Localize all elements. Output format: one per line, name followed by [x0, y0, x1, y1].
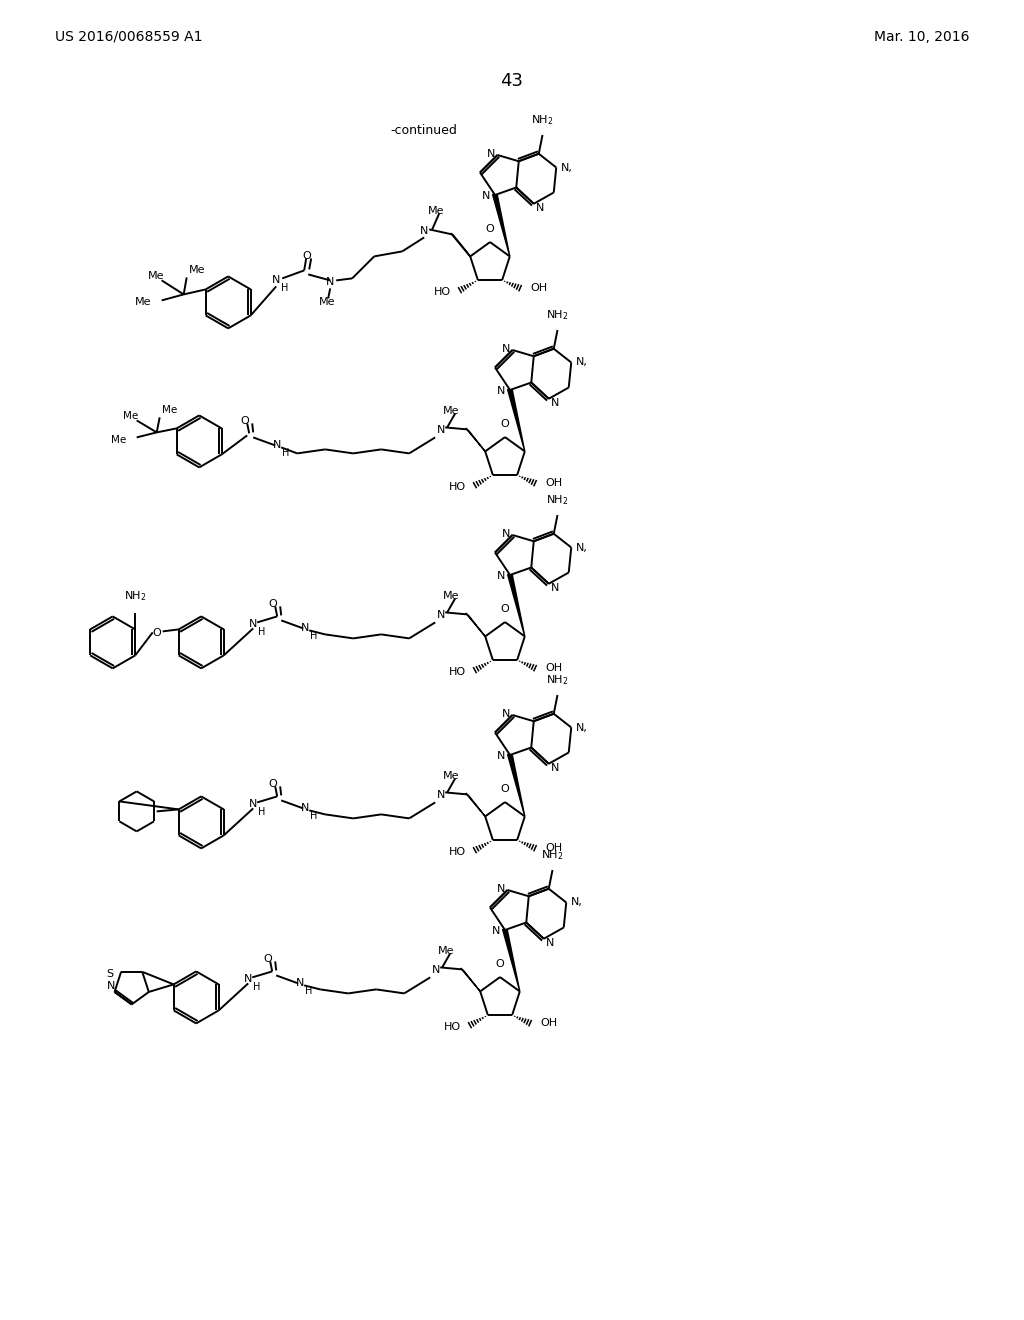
Text: NH$_2$: NH$_2$ — [546, 494, 568, 507]
Text: N: N — [551, 582, 559, 593]
Text: H: H — [309, 812, 316, 821]
Text: Me: Me — [112, 436, 127, 445]
Text: Me: Me — [123, 412, 138, 421]
Text: O: O — [496, 960, 505, 969]
Text: Me: Me — [442, 407, 459, 416]
Text: Me: Me — [135, 297, 152, 308]
Text: N: N — [326, 277, 335, 288]
Text: N: N — [301, 623, 309, 634]
Text: N: N — [497, 884, 506, 894]
Text: O: O — [485, 224, 495, 234]
Text: N: N — [502, 709, 511, 719]
Text: H: H — [304, 986, 312, 997]
Text: Mar. 10, 2016: Mar. 10, 2016 — [874, 30, 970, 44]
Polygon shape — [508, 389, 524, 451]
Polygon shape — [466, 612, 485, 636]
Text: N: N — [106, 981, 115, 991]
Text: OH: OH — [545, 663, 562, 673]
Text: HO: HO — [449, 847, 466, 857]
Text: S: S — [105, 969, 113, 979]
Text: NH$_2$: NH$_2$ — [124, 590, 146, 603]
Text: Me: Me — [188, 265, 205, 276]
Text: N,: N, — [577, 722, 588, 733]
Text: O: O — [269, 779, 278, 789]
Text: N: N — [502, 529, 511, 539]
Polygon shape — [508, 755, 524, 816]
Text: N: N — [481, 191, 490, 201]
Text: N: N — [273, 441, 282, 450]
Polygon shape — [508, 574, 524, 636]
Text: Me: Me — [147, 272, 164, 281]
Text: H: H — [309, 631, 316, 642]
Polygon shape — [466, 428, 485, 451]
Text: N: N — [502, 345, 511, 354]
Text: N: N — [249, 619, 257, 630]
Text: N: N — [420, 227, 428, 236]
Text: NH$_2$: NH$_2$ — [546, 673, 568, 686]
Text: Me: Me — [442, 591, 459, 602]
Text: NH$_2$: NH$_2$ — [546, 308, 568, 322]
Text: HO: HO — [449, 482, 466, 492]
Text: O: O — [153, 628, 161, 639]
Text: H: H — [257, 808, 265, 817]
Text: O: O — [241, 416, 250, 426]
Text: O: O — [501, 605, 509, 614]
Text: OH: OH — [540, 1018, 557, 1028]
Text: H: H — [282, 449, 289, 458]
Text: Me: Me — [162, 405, 177, 416]
Text: N: N — [301, 804, 309, 813]
Text: H: H — [253, 982, 260, 993]
Text: Me: Me — [437, 946, 455, 957]
Text: O: O — [501, 784, 509, 795]
Text: HO: HO — [443, 1022, 461, 1032]
Text: N: N — [551, 397, 559, 408]
Text: H: H — [281, 284, 288, 293]
Text: N,: N, — [577, 358, 588, 367]
Text: O: O — [269, 599, 278, 610]
Text: N: N — [272, 276, 281, 285]
Polygon shape — [466, 793, 485, 816]
Text: O: O — [264, 954, 272, 965]
Text: Me: Me — [318, 297, 336, 308]
Text: N,: N, — [561, 162, 573, 173]
Text: N: N — [487, 149, 496, 158]
Text: OH: OH — [545, 478, 562, 488]
Text: N: N — [432, 965, 440, 975]
Text: N: N — [437, 791, 445, 800]
Text: NH$_2$: NH$_2$ — [531, 114, 554, 127]
Text: N: N — [492, 927, 500, 936]
Text: -continued: -continued — [390, 124, 457, 136]
Text: OH: OH — [545, 843, 562, 853]
Text: N: N — [497, 572, 505, 581]
Text: N: N — [536, 203, 544, 213]
Text: N: N — [437, 610, 445, 620]
Text: N: N — [497, 751, 505, 762]
Polygon shape — [503, 929, 520, 991]
Text: N: N — [551, 763, 559, 772]
Text: O: O — [501, 420, 509, 429]
Text: N: N — [296, 978, 304, 989]
Text: US 2016/0068559 A1: US 2016/0068559 A1 — [55, 30, 203, 44]
Text: Me: Me — [428, 206, 444, 216]
Text: N: N — [546, 937, 554, 948]
Text: NH$_2$: NH$_2$ — [542, 849, 564, 862]
Text: N: N — [497, 385, 505, 396]
Text: N: N — [244, 974, 252, 985]
Text: N,: N, — [571, 898, 583, 908]
Text: N: N — [437, 425, 445, 436]
Text: Me: Me — [442, 771, 459, 781]
Polygon shape — [493, 194, 510, 256]
Text: O: O — [303, 251, 311, 261]
Text: N,: N, — [577, 543, 588, 553]
Polygon shape — [461, 968, 480, 991]
Text: H: H — [257, 627, 265, 638]
Text: N: N — [249, 800, 257, 809]
Text: OH: OH — [530, 284, 547, 293]
Text: HO: HO — [449, 667, 466, 677]
Polygon shape — [451, 234, 470, 256]
Text: HO: HO — [434, 288, 451, 297]
Text: 43: 43 — [501, 73, 523, 90]
